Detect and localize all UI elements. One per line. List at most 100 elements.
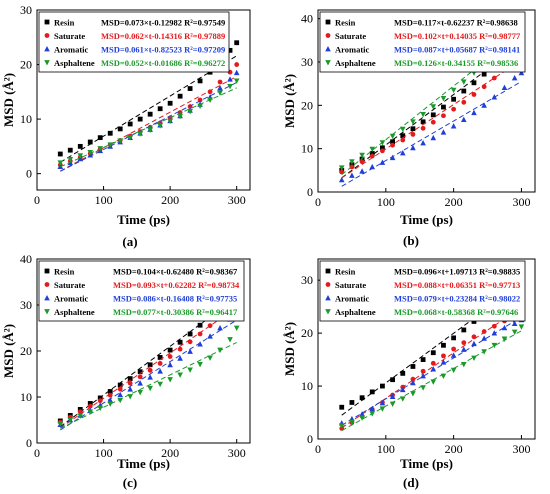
- data-point: [359, 411, 365, 417]
- legend-label: Resin: [335, 267, 356, 277]
- fit-equation: MSD=0.126×t-0.34155 R²=0.98536: [394, 58, 518, 68]
- data-point: [217, 347, 223, 354]
- series-asphaltene: [57, 78, 240, 168]
- data-point: [187, 348, 193, 354]
- data-point: [57, 160, 64, 166]
- data-point: [399, 150, 406, 156]
- y-tick-label: 30: [301, 55, 313, 69]
- data-point: [177, 355, 183, 361]
- data-point: [379, 406, 386, 412]
- data-point: [450, 87, 457, 94]
- y-tick-label: 20: [301, 326, 313, 340]
- y-tick-label: 20: [301, 98, 313, 112]
- data-point: [227, 337, 233, 343]
- chart-panel-a: 0 100 200 300 0 10 20 30 Time (ps) MSD (Å²) (a) Res…: [1, 3, 251, 249]
- series-resin: [57, 40, 240, 163]
- data-point: [187, 331, 193, 337]
- data-point: [227, 83, 233, 90]
- data-point: [369, 151, 375, 156]
- x-tick-label: 300: [228, 446, 246, 460]
- data-point: [217, 90, 223, 96]
- legend-marker: [44, 268, 50, 274]
- y-tick-label: 10: [20, 390, 32, 404]
- data-point: [430, 366, 437, 372]
- plot-frame: [317, 258, 536, 440]
- data-point: [117, 138, 124, 144]
- legend-label: Resin: [54, 18, 75, 28]
- data-point: [157, 381, 163, 388]
- legend-box: [38, 11, 230, 73]
- data-point: [369, 153, 375, 159]
- fit-equation: MSD=0.061×t-0.82523 R²=0.97209: [101, 45, 225, 55]
- legend-label: Asphaltene: [54, 307, 95, 317]
- data-point: [107, 397, 114, 403]
- fit-equation: MSD=0.077×t-0.30386 R²=0.96417: [113, 307, 238, 317]
- data-point: [339, 404, 345, 410]
- data-point: [450, 352, 457, 358]
- data-point: [430, 134, 437, 141]
- y-axis-label: MSD (Å²): [282, 74, 297, 128]
- data-point: [207, 89, 213, 95]
- data-point: [97, 146, 104, 152]
- data-point: [137, 380, 143, 386]
- x-tick-label: 200: [445, 442, 463, 456]
- panel-label: (d): [403, 475, 419, 490]
- data-point: [359, 152, 365, 159]
- data-point: [107, 401, 114, 407]
- legend-label: Aromatic: [54, 45, 89, 55]
- series-asphaltene: [57, 325, 240, 429]
- data-point: [338, 423, 345, 429]
- fit-equation: MSD=0.086×t-0.16408 R²=0.97735: [113, 294, 237, 304]
- data-point: [461, 340, 467, 346]
- data-point: [97, 135, 103, 141]
- data-point: [233, 78, 240, 84]
- series-saturate: [57, 62, 240, 172]
- data-point: [389, 154, 396, 161]
- data-point: [157, 355, 163, 360]
- data-point: [234, 62, 240, 67]
- y-tick-label: 0: [26, 167, 32, 181]
- legend-box: [319, 260, 526, 322]
- legend-marker: [325, 19, 331, 25]
- data-point: [440, 96, 447, 102]
- fit-equation: MSD=0.052×t-0.01686 R²=0.96272: [101, 58, 225, 68]
- data-point: [157, 368, 163, 374]
- data-point: [187, 339, 193, 345]
- legend-marker: [44, 282, 50, 287]
- data-point: [117, 397, 124, 404]
- data-point: [471, 340, 477, 347]
- data-point: [157, 361, 163, 366]
- data-point: [460, 79, 467, 85]
- data-point: [430, 360, 436, 366]
- legend-label: Resin: [335, 18, 356, 28]
- panel-label: (a): [122, 234, 137, 249]
- y-tick-label: 40: [20, 252, 32, 266]
- data-point: [471, 319, 477, 324]
- data-point: [379, 140, 386, 146]
- legend-marker: [44, 46, 50, 52]
- data-point: [127, 380, 133, 386]
- x-tick-label: 0: [315, 195, 321, 209]
- data-point: [451, 106, 457, 112]
- data-point: [501, 324, 508, 331]
- data-point: [197, 361, 203, 368]
- data-point: [410, 126, 416, 132]
- data-point: [147, 374, 153, 380]
- legend-marker: [325, 309, 331, 315]
- data-point: [117, 126, 123, 132]
- data-point: [137, 369, 143, 375]
- data-point: [491, 75, 497, 81]
- data-point: [369, 405, 376, 412]
- x-tick-label: 300: [228, 193, 246, 207]
- data-point: [359, 159, 365, 165]
- x-tick-label: 300: [512, 442, 530, 456]
- data-point: [217, 79, 223, 85]
- data-point: [491, 330, 498, 336]
- data-point: [117, 391, 124, 398]
- data-point: [137, 131, 143, 137]
- x-tick-label: 200: [161, 193, 179, 207]
- y-tick-label: 40: [301, 12, 313, 26]
- data-point: [481, 335, 487, 341]
- y-axis-label: MSD (Å²): [1, 73, 16, 127]
- x-axis-label: Time (ps): [117, 456, 170, 471]
